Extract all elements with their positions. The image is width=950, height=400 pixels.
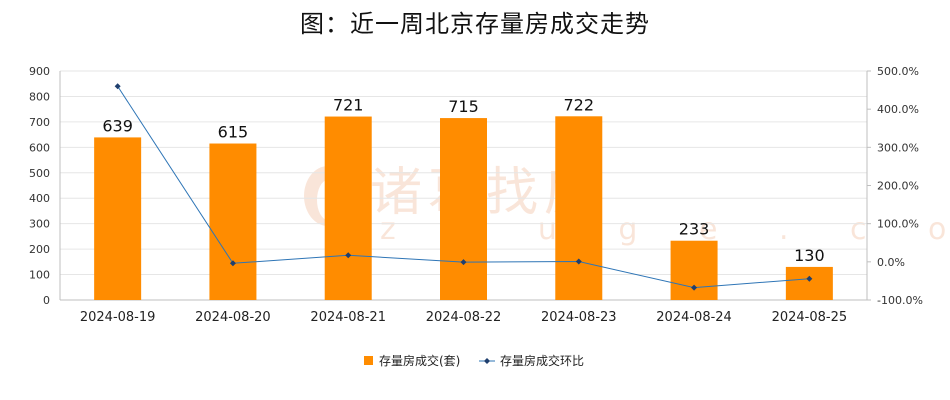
- bar: [670, 240, 718, 300]
- bar-data-label: 233: [679, 220, 710, 239]
- bar: [324, 116, 372, 300]
- line-point: [460, 259, 467, 266]
- y-right-tick-label: -100.0%: [877, 294, 923, 307]
- legend-bar-label: 存量房成交(套): [379, 353, 460, 368]
- x-tick-label: 2024-08-24: [656, 310, 732, 325]
- x-tick-label: 2024-08-21: [310, 310, 386, 325]
- legend-line-label: 存量房成交环比: [500, 353, 584, 368]
- legend-line-marker: [484, 358, 490, 364]
- y-left-tick-label: 700: [29, 116, 50, 129]
- y-right-tick-label: 100.0%: [877, 218, 919, 231]
- y-left-tick-label: 900: [29, 65, 50, 78]
- y-left-tick-label: 200: [29, 243, 50, 256]
- line-point: [229, 260, 236, 267]
- y-right-tick-label: 400.0%: [877, 103, 919, 116]
- line-point: [806, 275, 813, 282]
- y-left-tick-label: 300: [29, 218, 50, 231]
- y-left-tick-label: 500: [29, 167, 50, 180]
- line-point: [345, 252, 352, 259]
- line-point: [575, 258, 582, 265]
- x-tick-label: 2024-08-22: [426, 310, 502, 325]
- y-right-tick-label: 200.0%: [877, 180, 919, 193]
- y-right-tick-label: 500.0%: [877, 65, 919, 78]
- line-point: [691, 284, 698, 291]
- x-tick-label: 2024-08-25: [772, 310, 848, 325]
- y-left-tick-label: 0: [43, 294, 50, 307]
- bar-data-label: 615: [218, 123, 249, 142]
- bar: [440, 118, 487, 300]
- bar-data-label: 722: [564, 95, 595, 114]
- bar-data-label: 721: [333, 96, 364, 115]
- y-left-tick-label: 100: [29, 269, 50, 282]
- bar: [785, 266, 833, 300]
- x-tick-label: 2024-08-20: [195, 310, 271, 325]
- x-tick-label: 2024-08-19: [80, 310, 156, 325]
- bar-data-label: 639: [102, 116, 133, 135]
- y-right-tick-label: 300.0%: [877, 141, 919, 154]
- bar: [209, 143, 257, 300]
- y-left-tick-label: 600: [29, 141, 50, 154]
- y-left-tick-label: 400: [29, 192, 50, 205]
- y-right-tick-label: 0.0%: [877, 256, 905, 269]
- legend-bar-swatch: [364, 356, 373, 365]
- y-left-tick-label: 800: [29, 90, 50, 103]
- line-point: [114, 83, 121, 90]
- bar-data-label: 715: [448, 97, 479, 116]
- bar: [555, 116, 603, 301]
- chart-title: 图：近一周北京存量房成交走势: [300, 10, 650, 38]
- bar: [94, 137, 142, 300]
- bar-data-label: 130: [794, 246, 825, 265]
- x-tick-label: 2024-08-23: [541, 310, 617, 325]
